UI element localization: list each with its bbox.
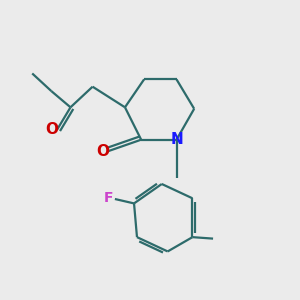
- Text: N: N: [171, 132, 184, 147]
- Text: O: O: [46, 122, 59, 137]
- Text: F: F: [104, 190, 113, 205]
- Text: O: O: [96, 144, 110, 159]
